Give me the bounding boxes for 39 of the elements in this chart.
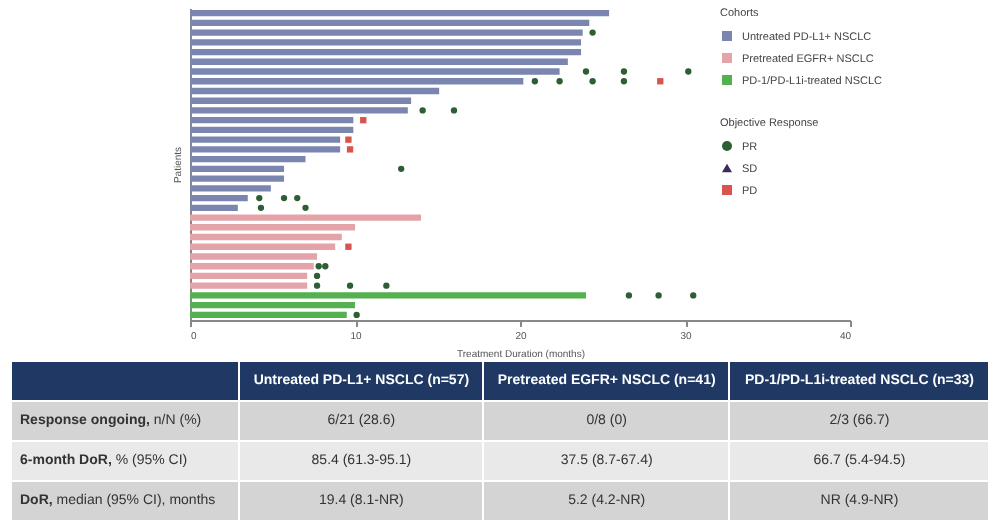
point <box>294 194 301 202</box>
point <box>419 107 426 114</box>
point <box>302 204 309 211</box>
point <box>620 78 628 85</box>
bar <box>190 9 610 17</box>
point <box>620 68 628 75</box>
bar <box>190 311 347 319</box>
point <box>257 204 265 211</box>
point <box>398 165 405 173</box>
point <box>531 78 539 85</box>
point <box>589 29 596 36</box>
point <box>345 243 352 250</box>
bar <box>190 233 342 241</box>
point <box>582 68 590 75</box>
point <box>690 292 697 299</box>
bar <box>190 48 582 56</box>
point <box>625 292 633 299</box>
point <box>556 78 563 85</box>
point <box>346 146 354 153</box>
point <box>657 78 664 85</box>
bar <box>190 87 440 95</box>
point <box>685 68 692 75</box>
point <box>322 263 329 270</box>
point <box>315 263 322 270</box>
bar <box>190 282 308 289</box>
point <box>383 282 390 289</box>
point <box>313 272 321 280</box>
point <box>345 136 352 143</box>
bar <box>190 272 308 280</box>
bar <box>190 204 238 211</box>
point <box>346 282 354 289</box>
point <box>655 292 662 299</box>
point <box>313 282 321 289</box>
point <box>353 311 360 319</box>
point <box>360 117 367 124</box>
point <box>589 78 596 85</box>
point <box>256 194 263 202</box>
point <box>450 107 458 114</box>
point <box>280 194 288 202</box>
